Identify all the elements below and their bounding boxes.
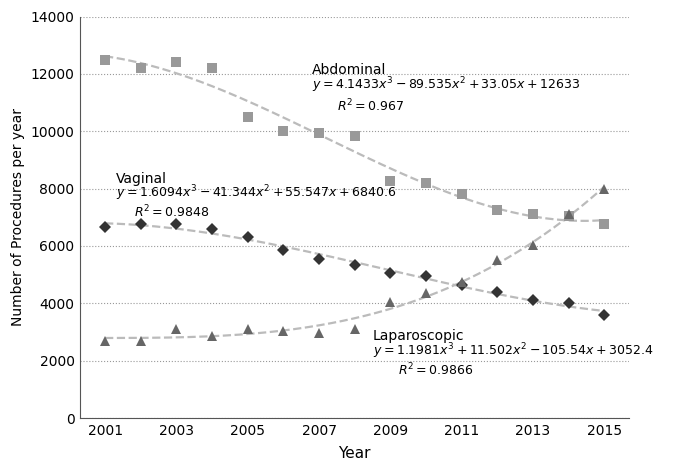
Text: Vaginal: Vaginal: [116, 172, 167, 186]
Text: $y = 1.6094x^3 - 41.344x^2 + 55.547x + 6840.6$: $y = 1.6094x^3 - 41.344x^2 + 55.547x + 6…: [116, 183, 396, 203]
Text: $R^2 = 0.9866$: $R^2 = 0.9866$: [397, 361, 473, 378]
Y-axis label: Number of Procedures per year: Number of Procedures per year: [11, 108, 25, 326]
Text: $y = 1.1981x^3 + 11.502x^2 - 105.54x + 3052.4$: $y = 1.1981x^3 + 11.502x^2 - 105.54x + 3…: [372, 341, 653, 361]
Text: Laparoscopic: Laparoscopic: [372, 329, 464, 344]
X-axis label: Year: Year: [339, 446, 371, 461]
Text: Abdominal: Abdominal: [312, 63, 386, 77]
Text: $y = 4.1433x^3 - 89.535x^2 + 33.05x + 12633$: $y = 4.1433x^3 - 89.535x^2 + 33.05x + 12…: [312, 76, 580, 95]
Text: $R^2 = 0.967$: $R^2 = 0.967$: [337, 98, 404, 114]
Text: $R^2 = 0.9848$: $R^2 = 0.9848$: [134, 203, 210, 220]
